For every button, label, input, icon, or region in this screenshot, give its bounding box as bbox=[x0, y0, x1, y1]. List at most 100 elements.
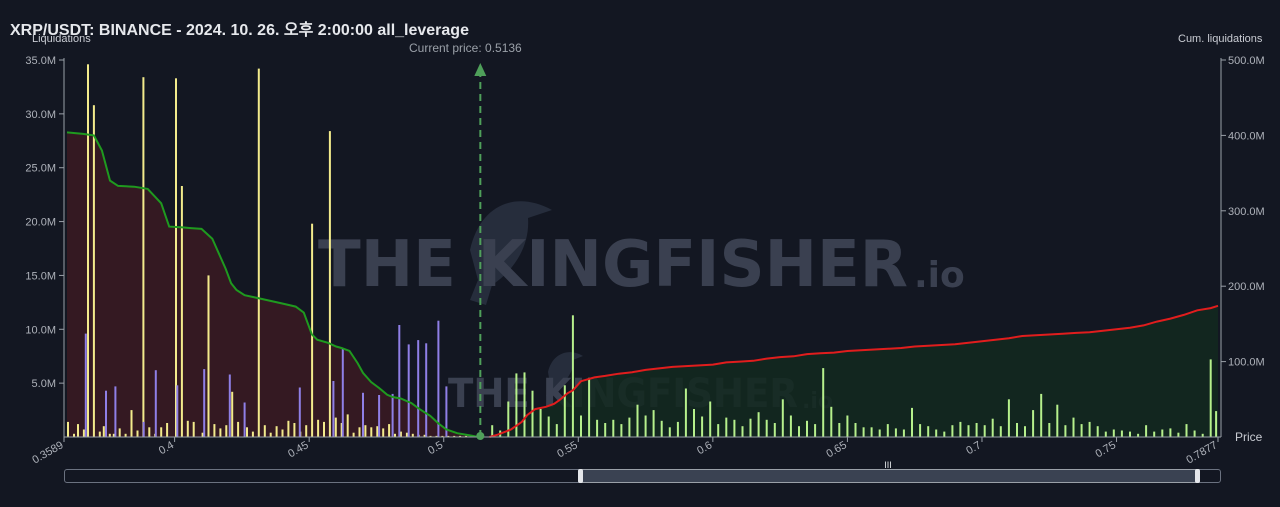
short-bar bbox=[1064, 425, 1067, 437]
long-bar bbox=[376, 426, 379, 437]
cum-long-line bbox=[66, 131, 479, 438]
long-bar bbox=[317, 419, 320, 437]
short-bar bbox=[1177, 432, 1180, 437]
short-bar bbox=[959, 421, 962, 437]
cum-short-area bbox=[489, 305, 1218, 437]
purple-bar bbox=[398, 325, 401, 437]
zoom-slider-left-handle[interactable] bbox=[578, 469, 583, 483]
long-bar bbox=[411, 433, 414, 437]
long-bar bbox=[98, 431, 101, 437]
long-bar bbox=[102, 426, 105, 437]
short-bar bbox=[676, 421, 679, 437]
short-bar bbox=[919, 424, 922, 437]
short-bar bbox=[523, 372, 526, 437]
short-bar bbox=[684, 388, 687, 437]
short-bar bbox=[1209, 359, 1212, 437]
long-bar bbox=[435, 435, 438, 437]
long-bar bbox=[394, 433, 396, 437]
purple-bar bbox=[84, 333, 87, 437]
short-bar bbox=[717, 424, 720, 437]
short-bar bbox=[870, 427, 873, 437]
short-bar bbox=[693, 409, 695, 437]
short-bar bbox=[814, 424, 817, 437]
long-bar bbox=[231, 391, 234, 437]
x-tick-label: 0.75 bbox=[1093, 439, 1118, 460]
long-bar bbox=[352, 432, 355, 437]
left-tick-label: 30.0M bbox=[25, 109, 56, 121]
purple-bar bbox=[332, 381, 335, 437]
current-price-arrow-icon bbox=[474, 63, 487, 76]
long-bar bbox=[441, 435, 444, 437]
long-bar bbox=[87, 64, 89, 438]
short-bar bbox=[507, 401, 510, 437]
short-bar bbox=[596, 419, 599, 437]
short-bar bbox=[951, 425, 954, 437]
price-axis-name: Price bbox=[1235, 430, 1263, 444]
short-bar bbox=[531, 390, 534, 437]
cum-long-area bbox=[67, 132, 479, 437]
short-bar bbox=[1215, 411, 1218, 437]
purple-bar bbox=[298, 387, 301, 437]
right-tick-label: 400.0M bbox=[1228, 130, 1265, 142]
short-bar bbox=[1088, 421, 1091, 437]
short-bar bbox=[1104, 431, 1107, 437]
right-tick-label: 500.0M bbox=[1228, 55, 1265, 67]
long-bar bbox=[405, 432, 408, 437]
right-axis-name: Cum. liquidations bbox=[1178, 33, 1263, 45]
long-bar bbox=[160, 427, 163, 437]
cum-short-line bbox=[489, 304, 1219, 438]
short-bar bbox=[1129, 431, 1131, 437]
short-bar bbox=[612, 419, 615, 437]
short-bar bbox=[1153, 431, 1156, 437]
short-bar bbox=[822, 368, 825, 437]
short-bar bbox=[636, 404, 639, 437]
long-bar bbox=[251, 431, 254, 437]
short-bar bbox=[644, 415, 647, 437]
short-bar bbox=[1193, 430, 1196, 437]
long-bar bbox=[346, 414, 349, 437]
short-bar bbox=[927, 426, 930, 437]
long-bar bbox=[142, 77, 145, 437]
short-bar bbox=[1169, 428, 1172, 437]
short-bar bbox=[1072, 417, 1075, 437]
x-tick-label: 0.65 bbox=[824, 439, 849, 460]
kingfisher-bird-icon bbox=[470, 201, 552, 305]
short-bar bbox=[652, 410, 655, 437]
purple-bar bbox=[425, 343, 428, 437]
zoom-slider-window[interactable] bbox=[580, 469, 1198, 483]
long-bar bbox=[465, 435, 468, 437]
left-tick-label: 35.0M bbox=[25, 55, 56, 67]
short-bar bbox=[571, 315, 574, 437]
zoom-slider-grip-icon[interactable]: III bbox=[884, 460, 892, 470]
current-price-marker bbox=[474, 63, 487, 440]
long-bar bbox=[130, 410, 133, 437]
short-bar bbox=[1024, 426, 1026, 437]
short-bar bbox=[709, 401, 712, 437]
short-bar bbox=[1120, 430, 1123, 437]
short-bar bbox=[830, 406, 833, 437]
long-bar bbox=[112, 433, 115, 437]
long-bar bbox=[263, 425, 266, 437]
x-tick-label: 0.7877 bbox=[1184, 439, 1219, 466]
short-bar bbox=[725, 417, 728, 437]
long-bar bbox=[82, 429, 85, 437]
x-tick-label: 0.45 bbox=[286, 439, 311, 460]
long-bar bbox=[358, 427, 361, 437]
purple-bar bbox=[154, 370, 157, 437]
long-bar bbox=[118, 428, 121, 437]
x-tick-label: 0.4 bbox=[157, 439, 176, 457]
current-price-dot bbox=[476, 432, 485, 440]
short-bar bbox=[1096, 426, 1099, 437]
long-bar bbox=[364, 425, 367, 437]
short-bar bbox=[1056, 404, 1059, 437]
short-bar bbox=[741, 426, 744, 437]
long-bar bbox=[382, 428, 385, 437]
short-bar bbox=[555, 424, 558, 437]
zoom-slider-right-handle[interactable] bbox=[1195, 469, 1200, 483]
short-bar bbox=[991, 418, 994, 437]
short-bar bbox=[943, 431, 946, 437]
purple-bar bbox=[114, 386, 117, 437]
purple-bar bbox=[203, 369, 206, 437]
right-tick-label: 100.0M bbox=[1228, 357, 1265, 369]
